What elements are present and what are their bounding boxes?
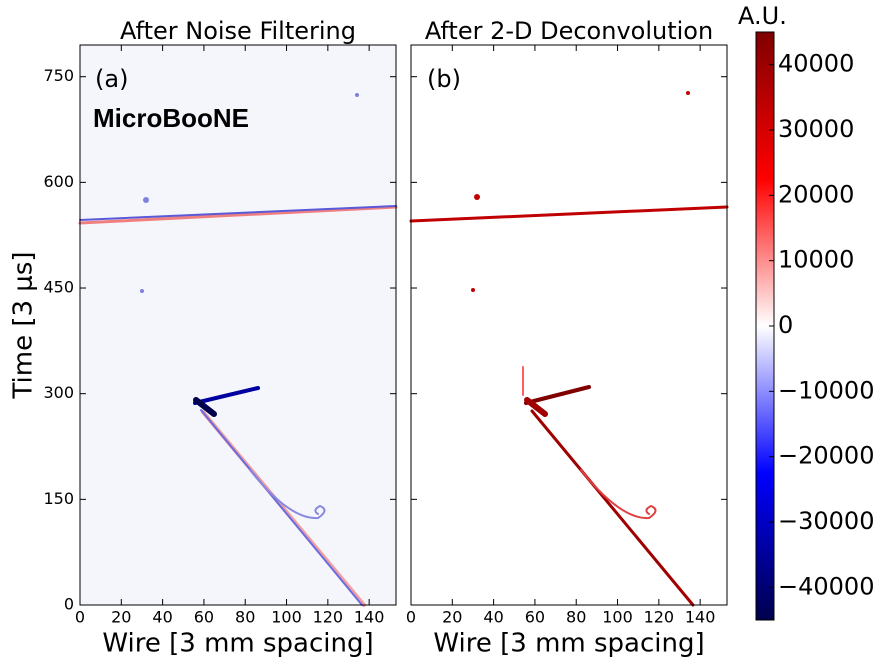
track: [530, 409, 695, 607]
colorbar-tick-label: 0: [778, 311, 793, 339]
track: [409, 205, 729, 223]
y-tick-label: 450: [43, 278, 74, 297]
colorbar-tick-label: −40000: [778, 572, 874, 600]
x-tick-label: 120: [313, 608, 344, 627]
track: [79, 205, 397, 221]
blob: [686, 91, 690, 95]
x-tick-label: 80: [566, 608, 586, 627]
x-tick-label: 0: [406, 608, 416, 627]
colorbar-tick-label: −30000: [778, 507, 874, 535]
x-tick-label: 140: [685, 608, 716, 627]
blob: [143, 197, 149, 203]
colorbar-tick-label: 30000: [778, 115, 854, 143]
x-tick-label: 20: [442, 608, 462, 627]
track: [524, 397, 548, 417]
panel-b-background: [411, 45, 727, 605]
panel-title: After 2-D Deconvolution: [425, 17, 713, 45]
colorbar-tick-label: −20000: [778, 442, 874, 470]
blob: [140, 289, 144, 293]
tracks-b: [409, 91, 729, 607]
x-tick-label: 60: [525, 608, 545, 627]
x-tick-label: 140: [354, 608, 385, 627]
panel-label: (a): [95, 65, 128, 93]
track: [249, 469, 326, 520]
blob: [355, 93, 359, 97]
blob: [474, 194, 480, 200]
track: [78, 205, 398, 225]
x-tick-label: 100: [602, 608, 633, 627]
x-tick-label: 100: [271, 608, 302, 627]
x-tick-label: 60: [194, 608, 214, 627]
track: [193, 397, 217, 417]
colorbar-label: A.U.: [738, 2, 787, 30]
y-tick-label: 300: [43, 383, 74, 402]
colorbar-tick-label: 20000: [778, 180, 854, 208]
track: [193, 386, 260, 405]
colorbar-tick-label: 10000: [778, 246, 854, 274]
track: [200, 409, 363, 606]
track: [524, 385, 591, 405]
x-tick-label: 40: [152, 608, 172, 627]
x-axis-label: Wire [3 mm spacing]: [433, 629, 704, 659]
y-tick-label: 0: [64, 595, 74, 614]
y-axis-label: Time [3 μs]: [9, 251, 39, 399]
x-tick-label: 80: [235, 608, 255, 627]
panel-title: After Noise Filtering: [120, 17, 356, 45]
tracks-a: [78, 93, 398, 607]
y-tick-label: 750: [43, 66, 74, 85]
x-tick-label: 0: [75, 608, 85, 627]
x-tick-label: 20: [111, 608, 131, 627]
track: [580, 469, 657, 520]
x-axis-label: Wire [3 mm spacing]: [102, 629, 373, 659]
panel-a-background: [80, 45, 396, 605]
colorbar-tick-label: 40000: [778, 50, 854, 78]
y-tick-label: 150: [43, 489, 74, 508]
plot-frame: [79, 44, 397, 606]
experiment-label: MicroBooNE: [93, 103, 249, 133]
blob: [471, 288, 475, 292]
panel-label: (b): [427, 65, 461, 93]
x-tick-label: 40: [483, 608, 503, 627]
y-tick-label: 600: [43, 172, 74, 191]
plot-frame: [410, 44, 728, 606]
x-tick-label: 120: [644, 608, 675, 627]
colorbar-tick-label: −10000: [778, 376, 874, 404]
